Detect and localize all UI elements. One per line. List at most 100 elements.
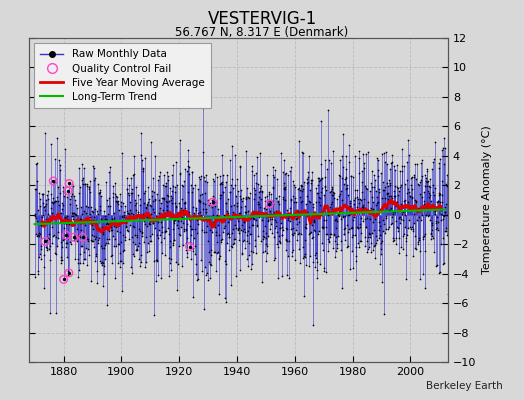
Point	[150, 195, 159, 202]
Point	[266, 216, 274, 222]
Point	[414, 240, 422, 247]
Point	[359, 205, 368, 211]
Point	[300, 292, 308, 299]
Point	[257, 196, 265, 202]
Point	[322, 187, 331, 194]
Point	[214, 249, 222, 255]
Point	[364, 199, 372, 205]
Point	[363, 238, 372, 244]
Point	[185, 211, 193, 217]
Point	[130, 224, 138, 230]
Point	[358, 179, 366, 186]
Point	[52, 198, 60, 204]
Point	[357, 196, 365, 203]
Point	[313, 267, 321, 274]
Point	[171, 217, 180, 223]
Point	[218, 151, 226, 158]
Point	[159, 206, 167, 213]
Point	[122, 220, 130, 226]
Point	[312, 185, 321, 191]
Point	[246, 230, 254, 237]
Point	[391, 208, 399, 215]
Point	[243, 256, 251, 262]
Point	[80, 164, 89, 171]
Point	[301, 224, 309, 230]
Point	[165, 198, 173, 205]
Point	[209, 219, 217, 226]
Point	[403, 190, 411, 197]
Point	[227, 282, 235, 288]
Point	[304, 174, 312, 180]
Point	[149, 220, 157, 227]
Point	[373, 194, 381, 200]
Point	[329, 148, 337, 154]
Point	[242, 194, 250, 201]
Point	[60, 236, 68, 242]
Point	[402, 275, 410, 282]
Point	[230, 241, 238, 247]
Point	[371, 242, 379, 248]
Point	[432, 218, 440, 224]
Point	[439, 235, 447, 242]
Point	[37, 243, 46, 249]
Point	[210, 214, 218, 221]
Point	[198, 227, 206, 233]
Point	[387, 195, 396, 201]
Point	[436, 216, 445, 223]
Point	[311, 199, 320, 205]
Point	[390, 237, 398, 243]
Point	[244, 208, 253, 214]
Point	[392, 199, 401, 206]
Point	[441, 204, 450, 210]
Point	[111, 236, 119, 242]
Point	[218, 178, 226, 185]
Point	[77, 216, 85, 222]
Point	[428, 222, 436, 228]
Point	[36, 231, 45, 238]
Point	[166, 244, 174, 250]
Point	[384, 196, 392, 202]
Point	[233, 176, 241, 182]
Point	[372, 233, 380, 239]
Point	[268, 198, 276, 204]
Point	[410, 172, 419, 178]
Point	[224, 210, 232, 216]
Point	[64, 234, 73, 241]
Point	[251, 237, 259, 243]
Point	[437, 211, 445, 218]
Point	[304, 197, 313, 204]
Point	[219, 229, 227, 236]
Point	[301, 224, 310, 231]
Point	[434, 190, 443, 196]
Point	[282, 225, 291, 232]
Point	[143, 249, 151, 255]
Point	[256, 185, 264, 191]
Point	[146, 238, 155, 244]
Point	[48, 209, 56, 216]
Point	[68, 215, 77, 222]
Point	[246, 189, 254, 196]
Point	[355, 244, 364, 250]
Point	[150, 209, 158, 215]
Point	[235, 225, 243, 232]
Point	[439, 212, 447, 219]
Point	[108, 260, 116, 266]
Point	[387, 204, 396, 211]
Point	[126, 222, 134, 228]
Point	[272, 219, 280, 225]
Point	[186, 217, 194, 224]
Point	[369, 247, 377, 254]
Point	[105, 169, 114, 175]
Point	[192, 260, 201, 267]
Point	[231, 236, 239, 242]
Point	[248, 261, 256, 267]
Point	[270, 257, 278, 264]
Point	[424, 188, 432, 194]
Point	[137, 152, 145, 158]
Point	[365, 230, 373, 236]
Point	[44, 188, 52, 194]
Point	[59, 276, 68, 283]
Point	[36, 246, 45, 252]
Point	[271, 208, 280, 215]
Point	[397, 168, 406, 174]
